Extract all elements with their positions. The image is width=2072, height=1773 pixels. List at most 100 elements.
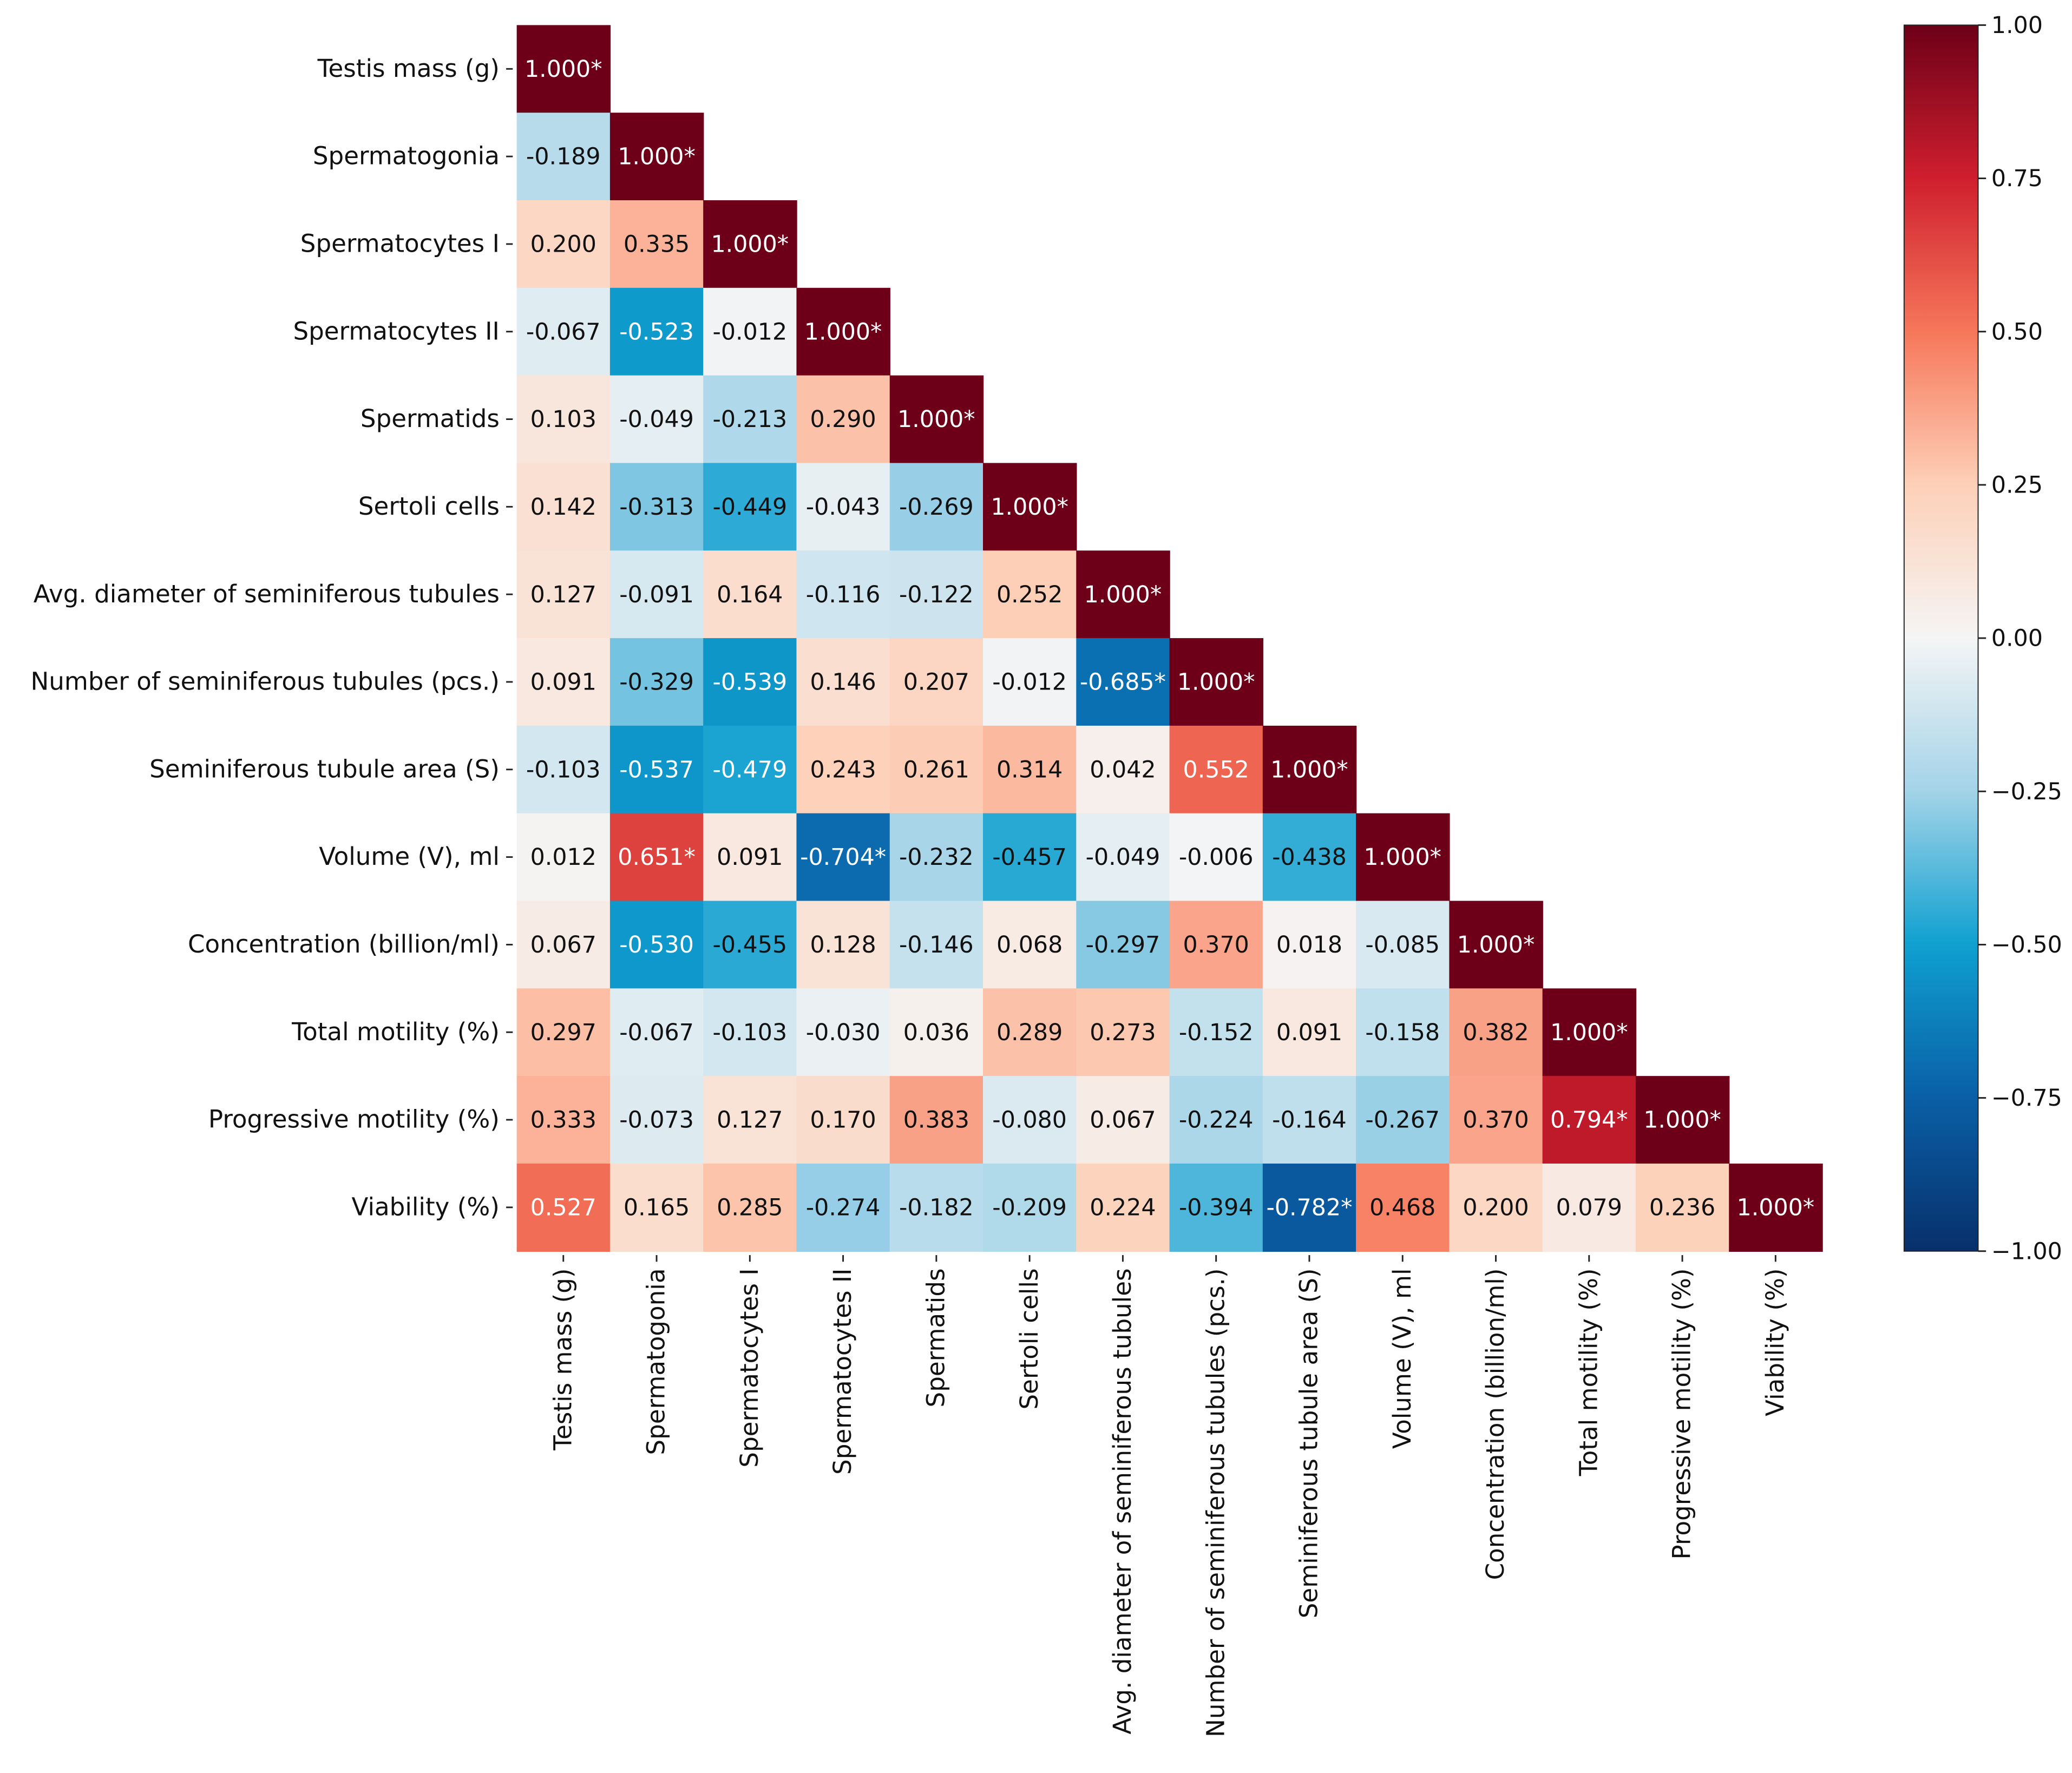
y-tick-label: Volume (V), ml: [319, 842, 500, 871]
cell-annotation: -0.152: [1179, 1019, 1254, 1046]
y-tick-label: Spermatids: [360, 404, 500, 433]
heatmap-cell: [983, 463, 1077, 551]
cell-annotation: 0.200: [530, 231, 596, 258]
colorbar: 1.00 0.75 0.50 0.25 0.00 −0.25 −0.50 −0.75 −1.00: [1903, 12, 2062, 1265]
heatmap-cell: [1076, 1163, 1170, 1252]
heatmap-cell: [609, 725, 704, 814]
cell-annotation: 0.018: [1276, 931, 1342, 958]
cell-annotation: -0.182: [899, 1194, 974, 1221]
cell-annotation: -0.012: [992, 669, 1067, 696]
cell-annotation: -0.539: [712, 669, 787, 696]
cell-annotation: -0.067: [526, 318, 601, 345]
cell-annotation: -0.213: [712, 406, 787, 433]
y-tick-label: Sertoli cells: [358, 492, 500, 521]
heatmap-cell: [1169, 901, 1264, 989]
heatmap-cell: [1449, 1163, 1543, 1252]
heatmap-cell: [516, 901, 611, 989]
x-tick-label: Progressive motility (%): [1668, 1268, 1696, 1559]
cell-annotation: -0.012: [712, 318, 787, 345]
y-tick-label: Total motility (%): [291, 1017, 500, 1046]
y-axis-labels: Testis mass (g) Spermatogonia Spermatocyte…: [30, 54, 513, 1221]
colorbar-gradient: [1903, 24, 1979, 1252]
cell-annotation: 0.091: [717, 844, 783, 871]
cell-annotation: -0.085: [1365, 931, 1440, 958]
y-tick-label: Viability (%): [352, 1192, 500, 1221]
heatmap-cell: [1262, 1076, 1357, 1165]
cell-annotation: 0.127: [530, 581, 596, 608]
cell-annotation: -0.103: [526, 756, 601, 783]
heatmap-cell: [609, 200, 704, 289]
heatmap-cell: [1542, 1076, 1637, 1165]
heatmap-cell: [889, 901, 984, 989]
x-tick-label: Concentration (billion/ml): [1481, 1268, 1510, 1580]
heatmap-cell: [889, 463, 984, 551]
heatmap-cell: [703, 200, 797, 289]
cell-annotation: 0.091: [1276, 1019, 1342, 1046]
heatmap-cell: [703, 1076, 797, 1165]
heatmap-cell: [983, 813, 1077, 902]
heatmap-cell: [516, 725, 611, 814]
heatmap-cell: [1542, 1163, 1637, 1252]
heatmap-cell: [703, 725, 797, 814]
cell-annotation: -0.329: [619, 669, 694, 696]
cell-annotation: 1.000*: [1737, 1194, 1815, 1221]
colorbar-tick-label: −1.00: [1991, 1238, 2062, 1265]
heatmap-cell: [1356, 1076, 1450, 1165]
cell-annotation: -0.209: [992, 1194, 1067, 1221]
cell-annotation: 0.224: [1090, 1194, 1156, 1221]
heatmap-cell: [1076, 550, 1170, 639]
heatmap-cell: [796, 988, 890, 1077]
x-tick-label: Testis mass (g): [548, 1268, 577, 1450]
heatmap-cell: [889, 375, 984, 464]
x-tick-label: Avg. diameter of seminiferous tubules: [1108, 1268, 1137, 1734]
cell-annotation: -0.704*: [800, 844, 886, 871]
heatmap-cell: [1729, 1163, 1823, 1252]
y-tick-label: Testis mass (g): [317, 54, 500, 83]
heatmap-cell: [703, 375, 797, 464]
heatmap-cell: [516, 113, 611, 201]
cell-annotation: 1.000*: [1457, 931, 1535, 958]
cell-annotation: -0.049: [619, 406, 694, 433]
heatmap-cell: [1169, 988, 1264, 1077]
heatmap-cell: [796, 1076, 890, 1165]
colorbar-tick-label: 0.50: [1991, 318, 2043, 345]
cell-annotation: 1.000*: [1363, 844, 1441, 871]
cell-annotation: 0.285: [717, 1194, 783, 1221]
heatmap-cell: [796, 1163, 890, 1252]
heatmap-cell: [609, 988, 704, 1077]
heatmap-cell: [516, 988, 611, 1077]
cell-annotation: -0.449: [712, 494, 787, 521]
heatmap-cell: [1076, 725, 1170, 814]
cell-annotation: 1.000*: [897, 406, 975, 433]
cell-annotation: 0.333: [530, 1107, 596, 1134]
cell-annotation: 1.000*: [1084, 581, 1162, 608]
x-tick-label: Spermatogonia: [642, 1268, 671, 1455]
heatmap-cell: [983, 725, 1077, 814]
heatmap-cell: [609, 463, 704, 551]
heatmap-cell: [983, 901, 1077, 989]
heatmap-cell: [983, 1076, 1077, 1165]
cell-annotation: 0.297: [530, 1019, 596, 1046]
y-tick-label: Seminiferous tubule area (S): [149, 754, 500, 783]
cell-annotation: 0.261: [903, 756, 969, 783]
heatmap-cell: [1169, 1076, 1264, 1165]
heatmap-cell: [703, 463, 797, 551]
cell-annotation: 1.000*: [1177, 669, 1255, 696]
cell-annotation: 0.103: [530, 406, 596, 433]
cell-annotation: 1.000*: [1270, 756, 1348, 783]
heatmap-cell: [516, 550, 611, 639]
cell-annotation: -0.049: [1086, 844, 1160, 871]
cell-annotation: -0.455: [712, 931, 787, 958]
heatmap-cell: [1262, 813, 1357, 902]
cell-annotation: 1.000*: [524, 56, 602, 83]
cell-annotation: 0.142: [530, 494, 596, 521]
colorbar-tick-label: −0.25: [1991, 778, 2062, 805]
x-tick-label: Seminiferous tubule area (S): [1295, 1268, 1323, 1618]
cell-annotation: -0.067: [619, 1019, 694, 1046]
heatmap-cell: [1076, 813, 1170, 902]
cell-annotation: -0.457: [992, 844, 1067, 871]
cell-annotation: -0.006: [1179, 844, 1254, 871]
heatmap-cell: [1635, 1076, 1730, 1165]
cell-annotation: 0.290: [810, 406, 876, 433]
cell-annotation: 1.000*: [1643, 1107, 1721, 1134]
